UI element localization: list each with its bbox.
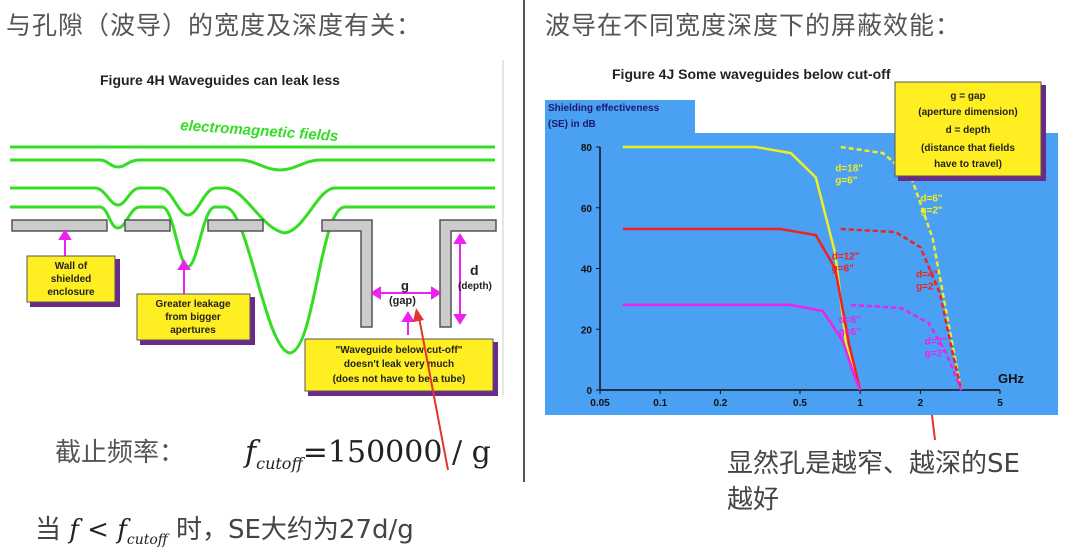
wall-segment-3: [207, 219, 264, 232]
y-tick-label: 80: [581, 143, 593, 154]
svg-text:have to travel): have to travel): [934, 159, 1002, 170]
field-line-3: [10, 186, 495, 235]
svg-text:"Waveguide below cut-off": "Waveguide below cut-off": [336, 345, 463, 356]
chart-legend: g = gap (aperture dimension) d = depth (…: [894, 81, 1046, 181]
svg-text:Wall of: Wall of: [55, 261, 88, 272]
conclusion-line-1: 显然孔是越窄、越深的SE: [727, 449, 1020, 479]
waveguide-wall-right: [439, 219, 497, 328]
formula-sub: cutoff: [256, 454, 303, 473]
svg-text:Greater leakage: Greater leakage: [155, 299, 230, 310]
cutoff-formula-label: 截止频率：: [55, 438, 186, 468]
svg-text:apertures: apertures: [170, 325, 216, 336]
condition-line: 当 f < fcutoff 时，SE大约为27d/g: [35, 515, 414, 549]
y-title-line-1: Shielding effectiveness: [548, 103, 660, 114]
wall-segment-2: [124, 219, 171, 232]
chart-series: [622, 145, 963, 391]
series-label-6: d=2": [925, 336, 948, 347]
svg-text:g = gap: g = gap: [950, 91, 985, 102]
series-label-3: g=6": [832, 263, 855, 274]
svg-text:d = depth: d = depth: [946, 125, 991, 136]
figure-4j-title: Figure 4J Some waveguides below cut-off: [612, 66, 891, 82]
formula-rest: =150000 / g: [302, 435, 491, 470]
x-tick-label: 0.05: [590, 398, 610, 409]
series-label-5: d=6": [839, 315, 862, 326]
series-line-6: [851, 303, 963, 391]
depth-label: (depth): [458, 281, 492, 292]
svg-text:(aperture dimension): (aperture dimension): [918, 107, 1017, 118]
note-leakage: Greater leakage from bigger apertures: [136, 293, 255, 345]
left-heading: 与孔隙（波导）的宽度及深度有关：: [6, 11, 423, 40]
right-heading: 波导在不同宽度深度下的屏蔽效能：: [545, 11, 962, 40]
conclusion-line-2: 越好: [727, 485, 780, 515]
x-tick-label: 2: [918, 398, 924, 409]
series-label-6: g=2": [925, 348, 948, 359]
g-label: g: [401, 278, 409, 293]
y-title-line-2: (SE) in dB: [548, 119, 596, 130]
y-tick-label: 20: [581, 325, 593, 336]
chart-axes: 0 20 40 60 80 0.05 0.1 0.2 0.5 1 2 5: [581, 143, 1003, 409]
series-line-1: [622, 145, 862, 391]
field-line-2: [10, 158, 495, 172]
x-tick-label: 1: [857, 398, 863, 409]
svg-text:doesn't leak very much: doesn't leak very much: [344, 359, 454, 370]
series-line-3: [622, 227, 862, 391]
d-label: d: [470, 262, 479, 278]
series-label-5: g=6": [839, 327, 862, 338]
figure-4h-title: Figure 4H Waveguides can leak less: [100, 72, 340, 88]
field-lines: [10, 145, 495, 355]
arrow-to-formula: [417, 311, 449, 471]
x-tick-label: 0.2: [713, 398, 727, 409]
svg-text:(does not have to be a tube): (does not have to be a tube): [333, 374, 466, 385]
series-label-4: d=4": [916, 270, 939, 281]
waveguide-wall-left: [321, 219, 373, 328]
series-line-4: [840, 227, 963, 391]
series-label-2: g=2": [920, 206, 943, 217]
y-tick-label: 40: [581, 265, 593, 276]
y-tick-label: 60: [581, 204, 593, 215]
svg-text:from bigger: from bigger: [165, 312, 221, 323]
series-label-2: d=6": [920, 194, 943, 205]
svg-text:(distance that fields: (distance that fields: [921, 143, 1015, 154]
gap-label: (gap): [389, 295, 416, 307]
enclosure-walls: [11, 219, 497, 328]
field-line-4: [10, 205, 495, 355]
series-label-3: d=12": [832, 251, 860, 262]
x-tick-label: 0.1: [653, 398, 667, 409]
formula-f: f: [245, 435, 257, 470]
note-wall: Wall of shielded enclosure: [26, 255, 120, 307]
wall-segment-1: [11, 219, 108, 232]
series-label-4: g=2": [916, 282, 939, 293]
divider: [523, 0, 525, 482]
series-labels: d=18"g=6"d=6"g=2"d=12"g=6"d=4"g=2"d=6"g=…: [832, 163, 947, 359]
svg-text:shielded: shielded: [51, 274, 92, 285]
y-tick-label: 0: [586, 386, 592, 397]
x-tick-label: 0.5: [793, 398, 807, 409]
x-tick-label: 5: [997, 398, 1003, 409]
cutoff-formula: fcutoff=150000 / g: [245, 435, 491, 473]
series-line-2: [840, 145, 963, 391]
series-label-1: d=18": [835, 163, 863, 174]
note-waveguide: "Waveguide below cut-off" doesn't leak v…: [304, 338, 498, 396]
figure-4j-chart: Figure 4J Some waveguides below cut-off …: [540, 55, 1060, 415]
svg-text:enclosure: enclosure: [47, 287, 95, 298]
x-unit-label: GHz: [998, 371, 1025, 386]
series-label-1: g=6": [835, 175, 858, 186]
series-line-5: [622, 303, 862, 391]
figure-4h-diagram: Figure 4H Waveguides can leak less elect…: [10, 60, 504, 396]
